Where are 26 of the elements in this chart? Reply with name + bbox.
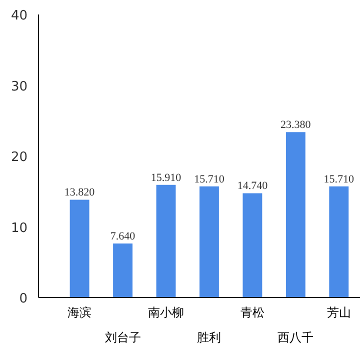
y-tick-label: 20 xyxy=(10,150,28,165)
bar xyxy=(329,186,349,298)
x-tick-label: 刘台子 xyxy=(104,330,141,344)
bar xyxy=(113,243,133,298)
bar xyxy=(70,200,90,298)
y-tick-label: 0 xyxy=(19,292,28,306)
data-label: 13.820 xyxy=(64,186,96,199)
x-tick-label: 西八千 xyxy=(278,330,314,344)
data-label: 15.710 xyxy=(324,173,355,186)
bar xyxy=(200,186,219,298)
y-tick-label: 40 xyxy=(10,8,28,24)
x-tick-label: 胜利 xyxy=(197,330,222,344)
data-label: 15.910 xyxy=(150,172,182,184)
bar xyxy=(156,184,176,298)
bar xyxy=(286,132,306,298)
data-label: 14.740 xyxy=(237,180,268,192)
x-tick-label: 青松 xyxy=(240,306,264,320)
data-label: 23.380 xyxy=(280,119,312,132)
x-tick-label: 芳山 xyxy=(326,306,351,320)
data-label: 15.710 xyxy=(194,173,225,186)
y-tick-label: 30 xyxy=(10,79,28,94)
x-tick-label: 海滨 xyxy=(68,306,92,320)
data-label: 7.640 xyxy=(110,230,136,242)
bar xyxy=(242,193,262,298)
x-tick-label: 南小柳 xyxy=(148,306,184,320)
y-tick-label: 10 xyxy=(10,220,28,236)
